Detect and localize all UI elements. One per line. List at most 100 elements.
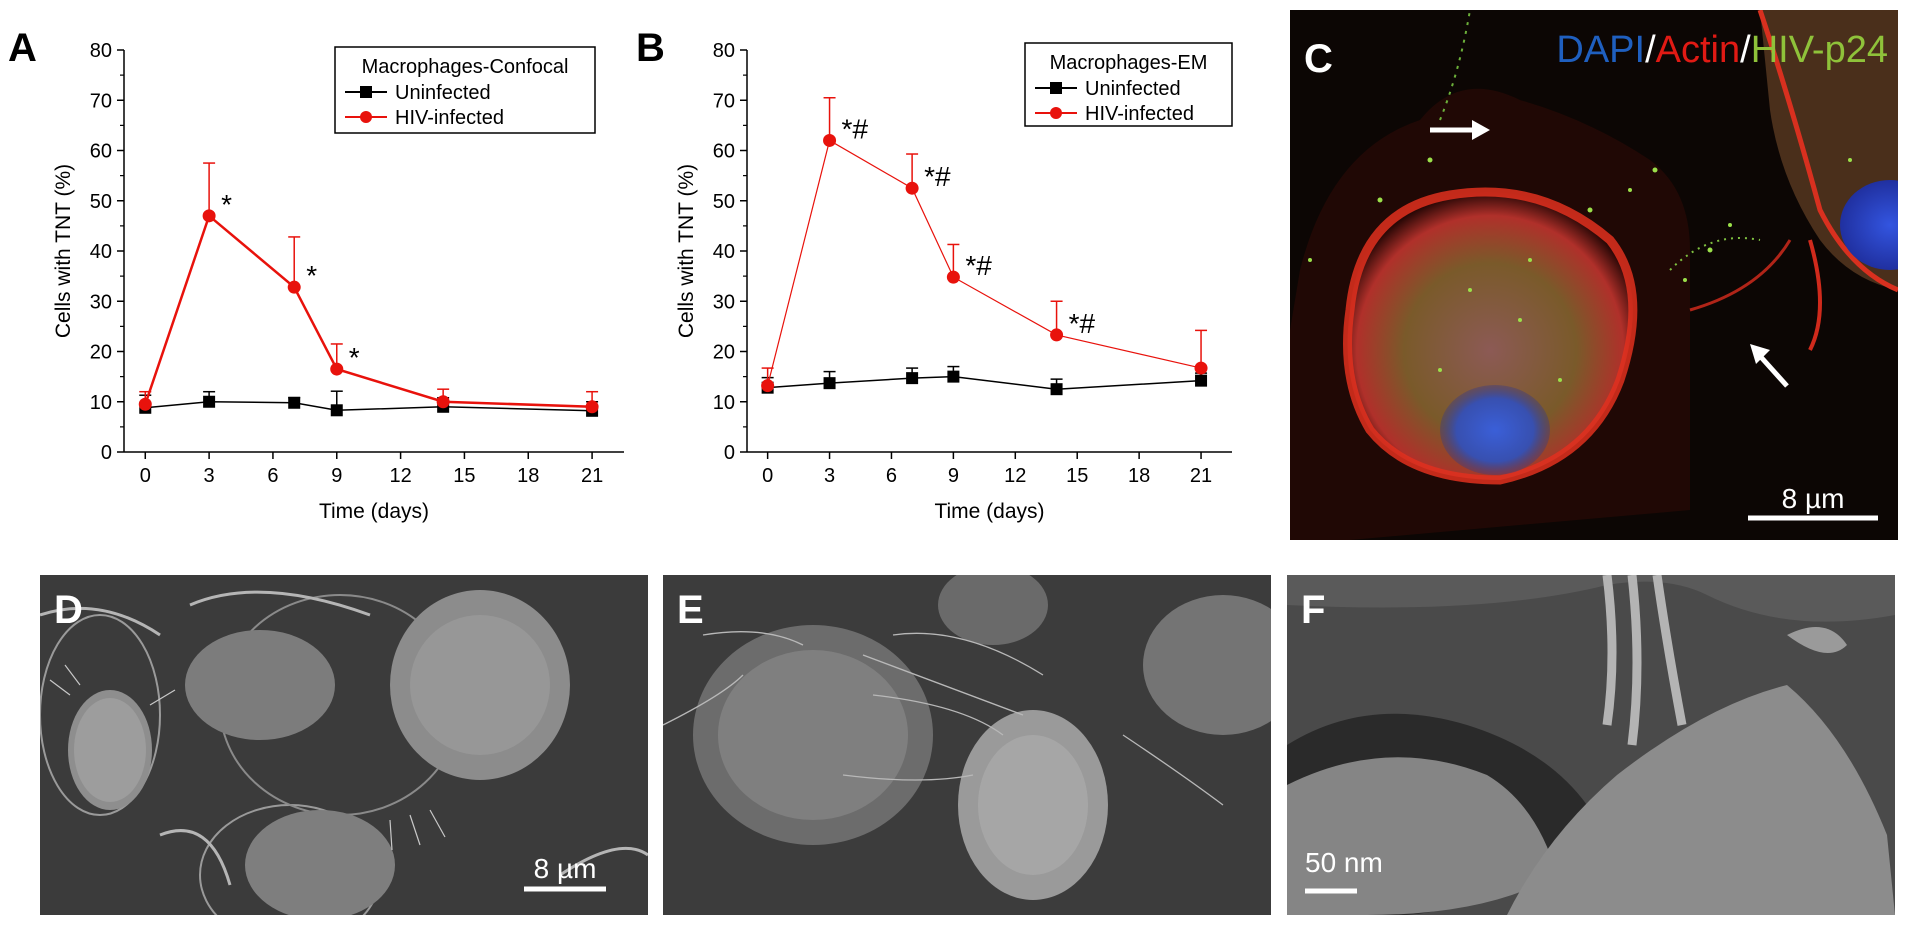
y-axis-label: Cells with TNT (%) [52, 164, 75, 338]
y-tick-label: 0 [724, 442, 735, 464]
stain-actin: Actin [1656, 29, 1740, 71]
stain-dapi: DAPI [1556, 29, 1645, 71]
significance-marker: *# [842, 113, 869, 144]
stain-separator-1: / [1645, 29, 1656, 71]
data-point [947, 370, 960, 383]
y-tick-label: 40 [90, 241, 112, 263]
sem-micrograph-f: F 50 nm [1287, 575, 1895, 915]
y-tick-label: 10 [90, 392, 112, 414]
data-point [906, 372, 919, 385]
sem-micrograph-d: D 8 µm [40, 575, 648, 915]
panel-e-letter: E [677, 588, 704, 632]
y-tick-label: 20 [90, 342, 112, 364]
x-tick-label: 12 [389, 465, 411, 487]
x-tick-label: 3 [824, 465, 835, 487]
data-point [585, 400, 599, 414]
y-tick-label: 20 [713, 342, 735, 364]
significance-marker: * [349, 342, 360, 373]
stain-legend: DAPI/Actin/HIV-p24 [1556, 29, 1888, 71]
data-point [1195, 374, 1208, 387]
confocal-micrograph-c: C DAPI/Actin/HIV-p24 8 µm [1290, 10, 1898, 540]
y-tick-label: 30 [713, 291, 735, 313]
x-tick-label: 12 [1004, 465, 1026, 487]
legend-marker [1050, 107, 1062, 119]
y-tick-label: 0 [101, 442, 112, 464]
x-tick-label: 18 [517, 465, 539, 487]
chart-a-confocal: 0 10 20 30 40 50 60 70 80 0 3 6 9 12 15 18 21 Time (days)… [52, 40, 624, 523]
scale-bar-label-c: 8 µm [1782, 483, 1845, 514]
data-point [288, 396, 301, 409]
series-line-uninfected [145, 400, 593, 412]
x-tick-label: 6 [886, 465, 897, 487]
significance-marker: *# [924, 161, 951, 192]
y-tick-label: 40 [713, 241, 735, 263]
data-point [1194, 361, 1208, 375]
x-tick-label: 18 [1128, 465, 1150, 487]
x-tick-label: 0 [762, 465, 773, 487]
y-tick-label: 10 [713, 392, 735, 414]
series-line-hiv-infected [144, 213, 593, 409]
data-point [287, 280, 301, 294]
panel-a-letter: A [8, 26, 37, 70]
x-axis-label: Time (days) [934, 500, 1044, 523]
data-point [203, 395, 216, 408]
y-tick-label: 30 [90, 291, 112, 313]
x-tick-label: 3 [204, 465, 215, 487]
y-tick-label: 60 [90, 141, 112, 163]
data-point [1050, 328, 1064, 342]
series-line-uninfected [767, 375, 1202, 390]
data-point [823, 377, 836, 390]
scale-bar-label-d: 8 µm [534, 853, 597, 884]
data-point [761, 379, 775, 393]
sem-micrograph-e: E [663, 575, 1271, 915]
x-tick-label: 9 [948, 465, 959, 487]
y-tick-label: 80 [713, 40, 735, 62]
stain-p24: HIV-p24 [1751, 29, 1888, 71]
x-tick-label: 15 [453, 465, 475, 487]
y-tick-label: 80 [90, 40, 112, 62]
x-tick-label: 9 [331, 465, 342, 487]
significance-marker: *# [965, 250, 992, 281]
significance-marker: * [306, 260, 317, 291]
data-point [823, 133, 837, 147]
y-tick-label: 70 [713, 90, 735, 112]
y-tick-label: 50 [713, 191, 735, 213]
x-tick-label: 0 [140, 465, 151, 487]
legend-box [334, 46, 596, 134]
y-tick-label: 60 [713, 141, 735, 163]
scale-bar-label-f: 50 nm [1305, 847, 1383, 878]
legend-marker [360, 86, 372, 98]
panel-c-letter: C [1304, 37, 1333, 81]
data-point [436, 395, 450, 409]
legend-label: HIV-infected [1085, 103, 1194, 125]
data-point [1050, 383, 1063, 396]
stain-separator-2: / [1740, 29, 1751, 71]
data-point [946, 270, 960, 284]
panel-b-letter: B [636, 26, 665, 70]
chart-b-em: 0 10 20 30 40 50 60 70 80 0 3 6 9 12 15 18 21 Time (days)… [675, 40, 1233, 523]
panel-d-letter: D [54, 588, 83, 632]
significance-marker: * [221, 189, 232, 220]
panel-f-letter: F [1301, 588, 1325, 632]
x-tick-label: 21 [581, 465, 603, 487]
x-tick-label: 6 [267, 465, 278, 487]
legend-title: Macrophages-Confocal [362, 56, 569, 78]
significance-marker: *# [1069, 308, 1096, 339]
x-tick-label: 15 [1066, 465, 1088, 487]
x-tick-label: 21 [1190, 465, 1212, 487]
x-axis-label: Time (days) [319, 500, 429, 523]
y-tick-label: 70 [90, 90, 112, 112]
legend-marker [360, 111, 372, 123]
data-point [905, 181, 919, 195]
series-line-hiv-infected [767, 139, 1202, 386]
data-point [138, 397, 152, 411]
legend-label: Uninfected [395, 82, 491, 104]
y-tick-label: 50 [90, 191, 112, 213]
legend-label: HIV-infected [395, 107, 504, 129]
legend-title: Macrophages-EM [1050, 52, 1208, 74]
data-point [202, 209, 216, 223]
legend-label: Uninfected [1085, 78, 1181, 100]
y-axis-label: Cells with TNT (%) [675, 164, 698, 338]
data-point [330, 404, 343, 417]
legend-marker [1050, 82, 1062, 94]
